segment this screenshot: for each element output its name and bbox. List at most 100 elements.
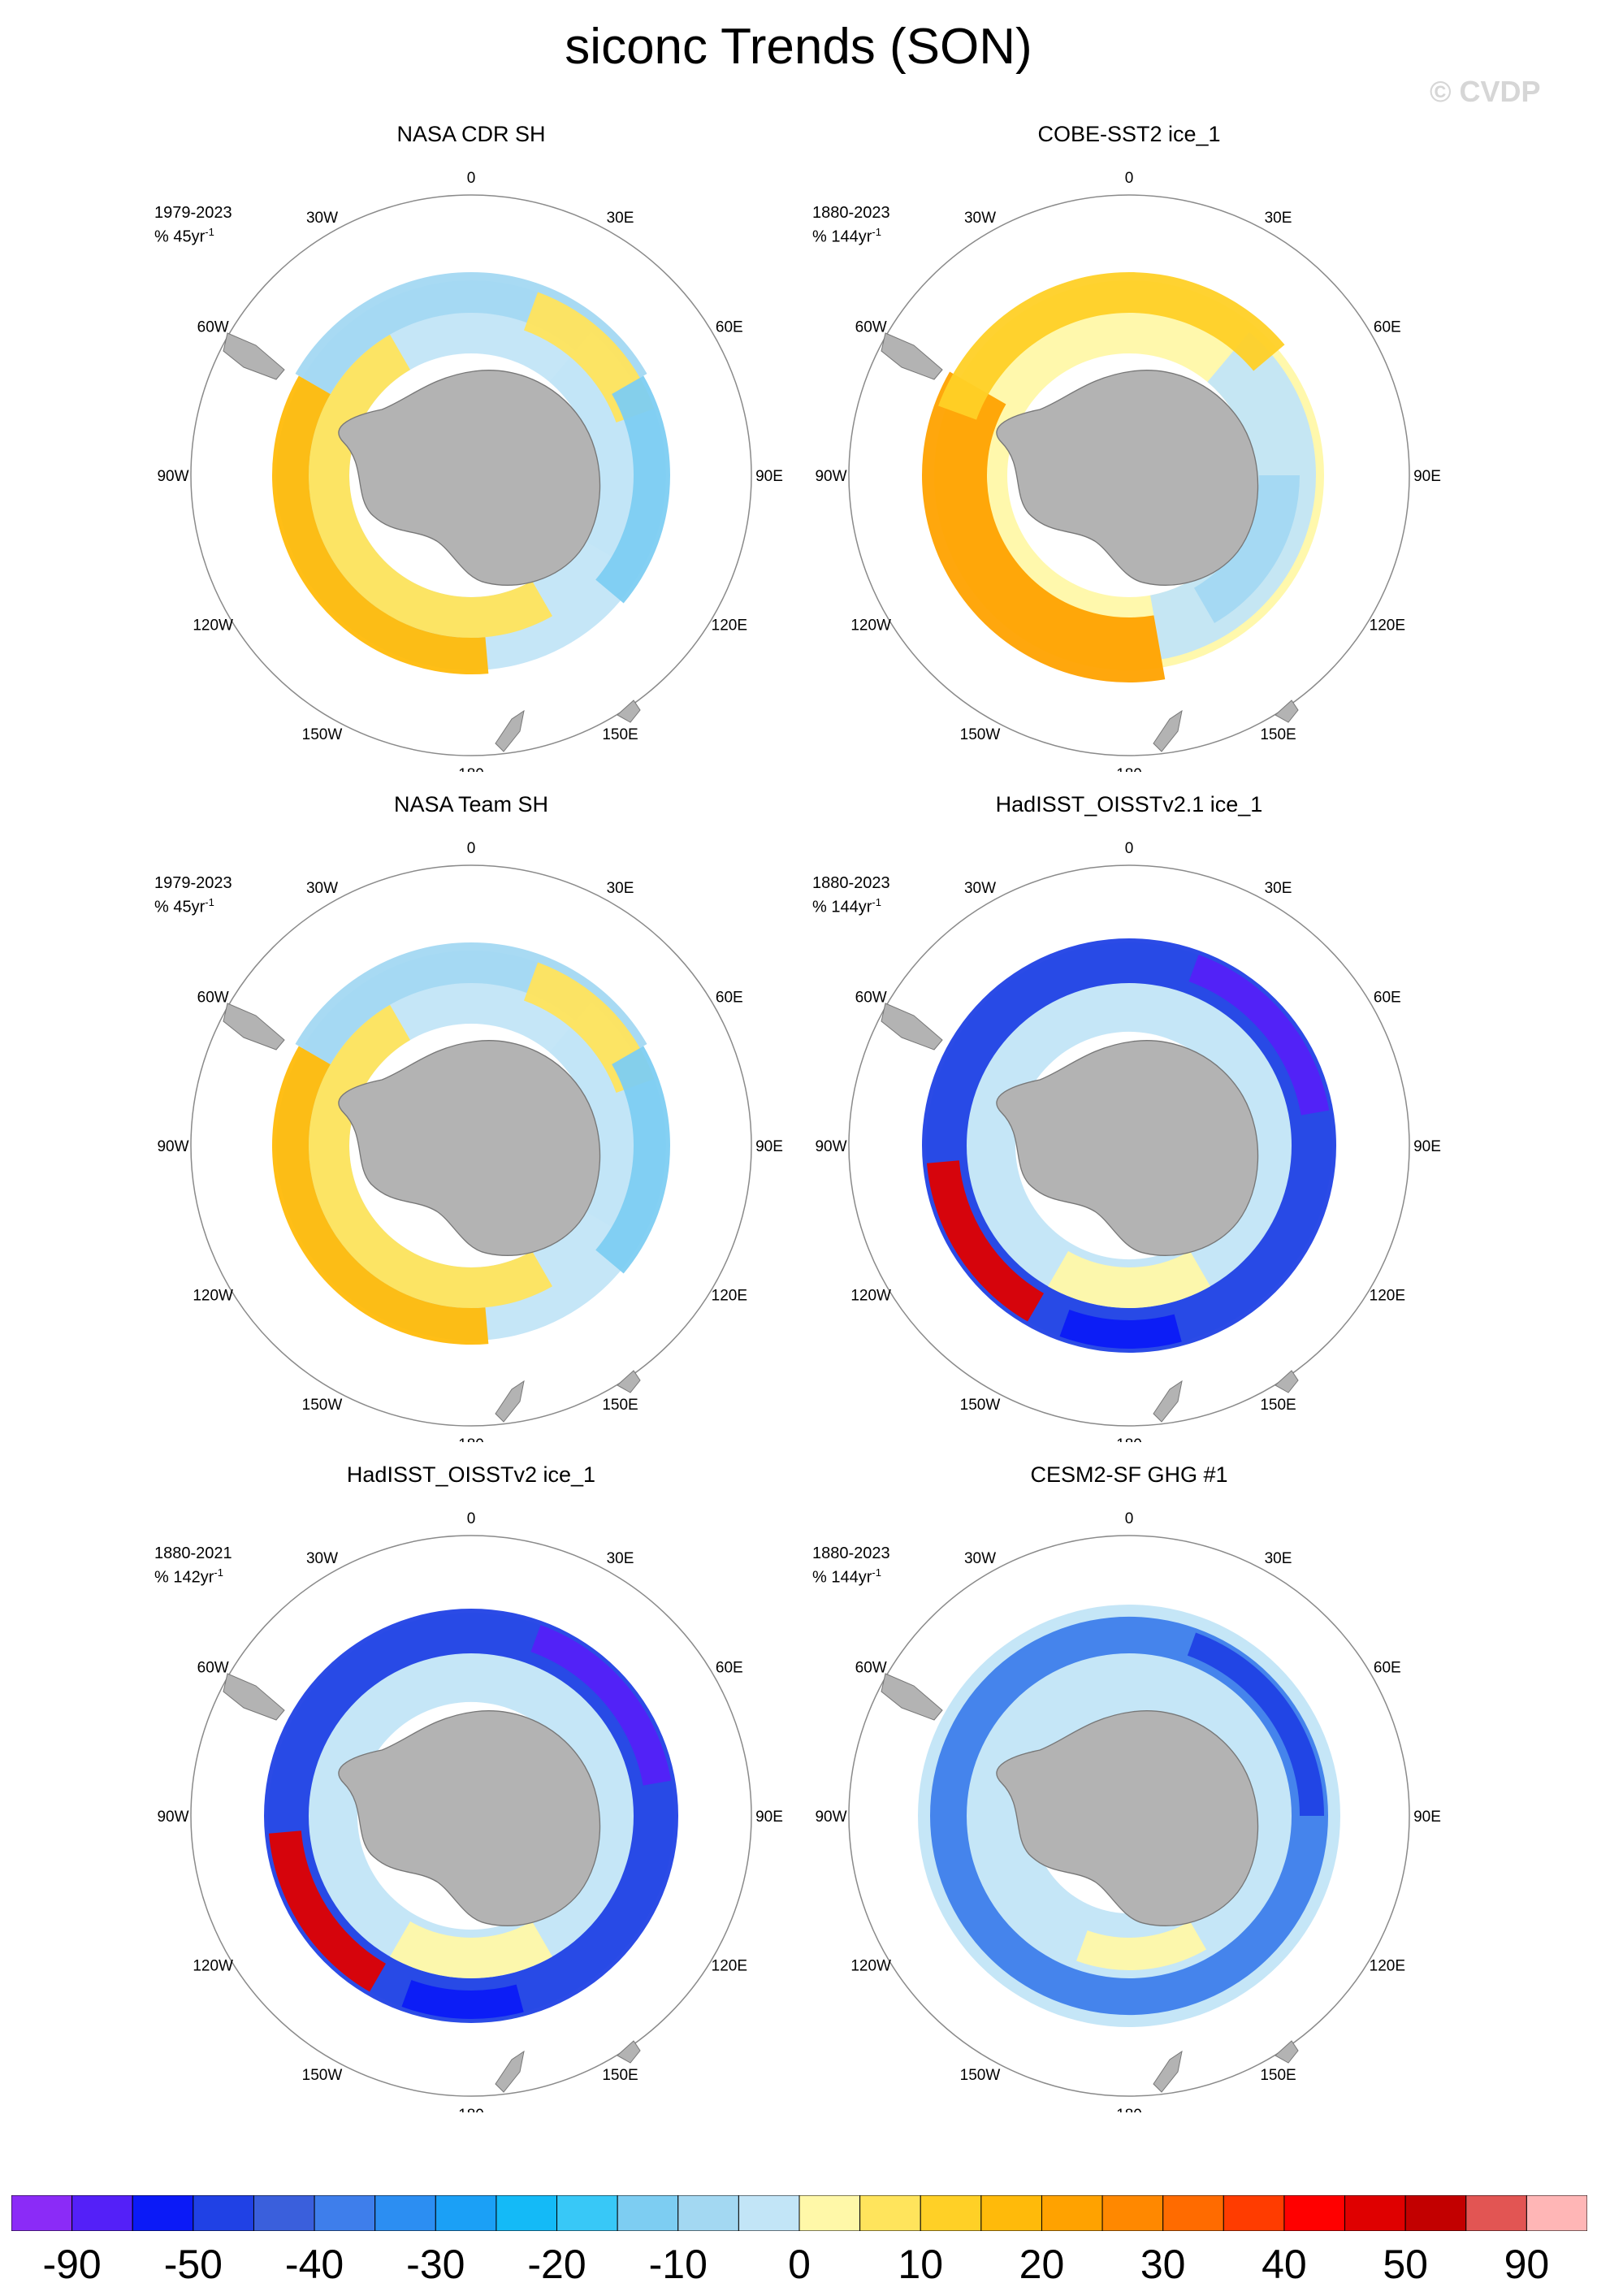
colorbar-tick-label: -90 (42, 2242, 102, 2287)
longitude-label: 150E (602, 1397, 638, 1414)
trend-units-base: % 144yr (812, 898, 872, 916)
south-america-landmass (881, 332, 943, 380)
trend-band (308, 1004, 552, 1308)
colorbar-swatch (677, 2195, 739, 2231)
longitude-label: 180 (1116, 1436, 1142, 1442)
longitude-label: 180 (458, 766, 484, 772)
trend-units-base: % 142yr (154, 1568, 214, 1587)
colorbar-swatch (556, 2195, 618, 2231)
antarctica-landmass (338, 1710, 601, 1926)
trend-band (530, 1625, 672, 1786)
longitude-label: 150E (602, 2067, 638, 2084)
colorbar-swatch (798, 2195, 861, 2231)
longitude-label: 0 (1125, 170, 1134, 187)
trend-band (1076, 1921, 1206, 1970)
colorbar-tick-label: -50 (163, 2242, 223, 2287)
colorbar-swatch (374, 2195, 436, 2231)
longitude-label: 30E (1265, 210, 1292, 227)
longitude-label: 60W (855, 1660, 887, 1677)
longitude-label: 30E (1265, 880, 1292, 897)
colorbar-labels: -90 -50 -40 -30 -20 -10 0 10 20 30 40 50 90 (11, 2241, 1587, 2290)
longitude-label: 120W (193, 1288, 233, 1305)
colorbar-swatch (11, 2195, 73, 2231)
longitude-label: 30W (964, 1550, 996, 1567)
period-years: 1880-2023 (812, 874, 890, 892)
longitude-label: 90E (755, 1809, 783, 1826)
longitude-label: 60W (855, 319, 887, 336)
colorbar-tick-label: -20 (527, 2242, 586, 2287)
trend-band (401, 1980, 524, 2019)
colorbar-swatch (920, 2195, 982, 2231)
colorbar-swatch (1404, 2195, 1467, 2231)
longitude-label: 150E (602, 726, 638, 743)
longitude-label: 120W (850, 1958, 891, 1975)
longitude-label: 60E (1374, 319, 1401, 336)
period-label: 1880-2023% 144yr-1 (812, 873, 890, 917)
trend-units-base: % 45yr (154, 898, 206, 916)
trend-band (922, 371, 1166, 682)
panel-title: COBE-SST2 ice_1 (1037, 122, 1221, 146)
map-panel: NASA Team SH 1979-2023% 45yr-1 0 30E 60E 90E 1… (97, 792, 845, 1442)
south-america-landmass (881, 1673, 943, 1721)
colorbar-tick-label: -30 (406, 2242, 465, 2287)
trend-band (1150, 331, 1316, 660)
trend-units: % 142yr-1 (154, 1563, 232, 1588)
trend-band (926, 942, 1332, 1349)
colorbar-swatch (1283, 2195, 1346, 2231)
new-zealand-landmass (1153, 709, 1183, 752)
longitude-label: 60W (197, 990, 229, 1007)
figure-title: siconc Trends (SON) (565, 19, 1032, 75)
longitude-label: 150W (960, 2067, 1001, 2084)
panel-title: NASA CDR SH (396, 122, 546, 146)
longitude-label: 150W (960, 726, 1001, 743)
longitude-label: 30W (306, 1550, 338, 1567)
longitude-label: 120E (1370, 1958, 1405, 1975)
period-label: 1880-2023% 144yr-1 (812, 203, 890, 247)
period-years: 1880-2023 (812, 204, 890, 222)
antarctica-landmass (996, 370, 1259, 586)
longitude-label: 30W (306, 880, 338, 897)
trend-band (1188, 955, 1330, 1116)
colorbar-swatch (1465, 2195, 1527, 2231)
longitude-label: 60E (716, 319, 743, 336)
colorbar-swatch (496, 2195, 558, 2231)
colorbar-swatch (859, 2195, 921, 2231)
trend-band (268, 1613, 674, 2019)
colorbar-swatch (1162, 2195, 1224, 2231)
colorbar-swatch (1041, 2195, 1103, 2231)
longitude-label: 120W (193, 617, 233, 635)
longitude-label: 0 (467, 1510, 476, 1527)
longitude-label: 60W (197, 1660, 229, 1677)
longitude-label: 60E (716, 990, 743, 1007)
trend-band (595, 1046, 670, 1274)
longitude-label: 60W (197, 319, 229, 336)
colorbar-tick-label: 0 (788, 2242, 811, 2287)
period-label: 1880-2021% 142yr-1 (154, 1544, 232, 1588)
longitude-label: 30W (964, 210, 996, 227)
tasmania-landmass (1275, 1370, 1299, 1393)
panel-title: HadISST_OISSTv2.1 ice_1 (995, 792, 1263, 817)
longitude-label: 60E (1374, 1660, 1401, 1677)
colorbar-swatch (71, 2195, 133, 2231)
longitude-label: 30E (607, 880, 634, 897)
longitude-label: 0 (467, 170, 476, 187)
colorbar-tick-label: -10 (648, 2242, 708, 2287)
antarctica-landmass (338, 370, 601, 586)
period-label: 1979-2023% 45yr-1 (154, 873, 232, 917)
longitude-label: 90W (815, 1138, 846, 1155)
trend-band (268, 1830, 386, 1992)
colorbar-swatch (314, 2195, 376, 2231)
trend-band (1048, 1250, 1210, 1308)
longitude-label: 120W (193, 1958, 233, 1975)
longitude-label: 150W (302, 2067, 343, 2084)
trend-band (1059, 1310, 1182, 1349)
antarctica-landmass (338, 1040, 601, 1256)
colorbar-swatch (1344, 2195, 1406, 2231)
longitude-label: 0 (1125, 1510, 1134, 1527)
trend-units-base: % 45yr (154, 227, 206, 246)
period-years: 1979-2023 (154, 204, 232, 222)
longitude-label: 90W (157, 468, 188, 485)
tasmania-landmass (1275, 2040, 1299, 2064)
colorbar-swatch (980, 2195, 1042, 2231)
period-years: 1880-2023 (812, 1544, 890, 1562)
